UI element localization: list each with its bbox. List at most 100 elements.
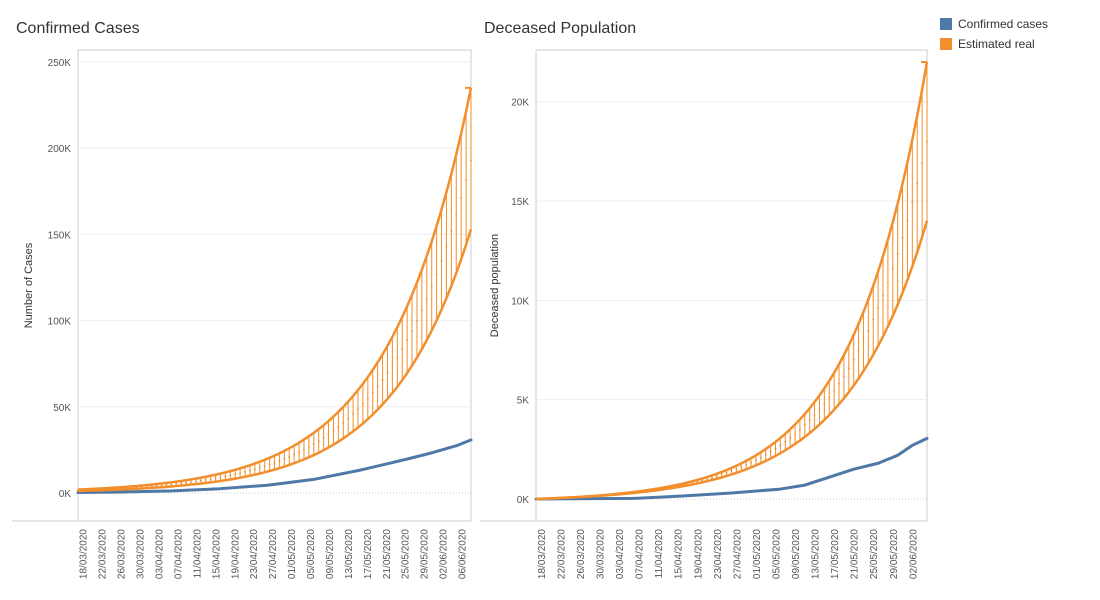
range-mid-point: [160, 484, 163, 487]
range-mid-point: [847, 367, 850, 370]
range-mid-point: [303, 448, 305, 451]
range-mid-point: [906, 219, 909, 222]
series-confirmed-cases: [76, 438, 473, 494]
legend-swatch-confirmed: [940, 18, 952, 30]
range-mid-point: [317, 440, 320, 442]
range-mid-point: [789, 437, 792, 439]
range-mid-point: [234, 473, 237, 476]
x-tick-label: 03/04/2020: [154, 529, 165, 579]
range-mid-point: [911, 201, 914, 204]
y-tick-label: 0K: [517, 495, 530, 506]
range-mid-point: [764, 453, 767, 456]
range-mid-point: [882, 294, 884, 297]
y-tick-label: 150K: [48, 230, 72, 241]
range-mid-point: [838, 382, 840, 385]
range-mid-point: [745, 463, 748, 466]
legend-item-confirmed[interactable]: Confirmed cases: [940, 14, 1048, 34]
range-mid-point: [769, 450, 772, 453]
range-mid-point: [735, 468, 738, 470]
range-mid-point: [337, 426, 340, 428]
range-mid-point: [430, 286, 433, 288]
range-mid-point: [224, 475, 227, 478]
series-estimated-real: [535, 61, 929, 501]
range-mid-point: [268, 463, 271, 466]
y-tick-label: 250K: [48, 58, 72, 69]
y-tick-label: 10K: [511, 296, 529, 307]
chart-title-deceased: Deceased Population: [484, 20, 637, 37]
range-lower-line: [77, 228, 473, 493]
range-lower-line: [535, 220, 929, 501]
range-mid-point: [420, 309, 423, 312]
range-mid-point: [715, 475, 718, 477]
range-mid-point: [706, 478, 708, 480]
range-mid-point: [720, 473, 723, 476]
range-mid-point: [298, 451, 300, 454]
range-mid-point: [195, 480, 197, 483]
range-mid-point: [740, 466, 743, 468]
range-mid-point: [784, 440, 787, 443]
x-tick-label: 29/05/2020: [420, 529, 431, 579]
range-mid-point: [244, 470, 246, 473]
y-tick-label: 5K: [517, 396, 530, 407]
range-mid-point: [362, 403, 364, 405]
x-tick-label: 18/03/2020: [537, 529, 548, 579]
range-mid-point: [440, 259, 443, 262]
range-mid-point: [229, 474, 232, 477]
range-mid-point: [170, 483, 173, 486]
range-mid-point: [833, 389, 836, 392]
range-mid-point: [725, 471, 728, 474]
range-mid-point: [828, 396, 831, 399]
range-mid-point: [818, 408, 821, 411]
chart-panel-1: 0K 5K 10K 15K 20K Deceased population 18/03/20…: [480, 49, 929, 579]
legend-label-estimated: Estimated real: [958, 37, 1035, 51]
x-tick-label: 11/04/2020: [192, 529, 203, 579]
range-mid-point: [332, 429, 335, 432]
range-mid-point: [249, 469, 251, 472]
x-tick-label: 11/04/2020: [654, 529, 665, 579]
y-tick-label: 20K: [511, 98, 529, 109]
x-tick-label: 09/05/2020: [791, 529, 802, 579]
range-mid-point: [185, 481, 187, 484]
range-mid-point: [209, 478, 212, 480]
x-tick-label: 27/04/2020: [732, 529, 743, 579]
y-axis-label: Number of Cases: [23, 242, 35, 328]
y-tick-label: 50K: [53, 403, 71, 414]
range-mid-point: [165, 483, 168, 486]
range-mid-point: [406, 339, 409, 342]
range-upper-line: [535, 61, 929, 501]
range-mid-point: [204, 479, 207, 481]
x-tick-label: 29/05/2020: [889, 529, 900, 579]
range-mid-point: [896, 252, 899, 255]
range-mid-point: [288, 455, 291, 458]
range-mid-point: [470, 159, 472, 162]
range-mid-point: [455, 214, 458, 216]
range-mid-point: [435, 273, 438, 276]
series-estimated-real: [77, 86, 473, 493]
range-mid-point: [190, 481, 192, 483]
range-mid-point: [342, 422, 345, 424]
x-tick-label: 01/05/2020: [287, 529, 298, 579]
range-mid-point: [857, 349, 860, 352]
chart-title-confirmed: Confirmed Cases: [16, 20, 140, 37]
legend-item-estimated[interactable]: Estimated real: [940, 34, 1048, 54]
x-tick-label: 05/05/2020: [306, 529, 317, 579]
range-mid-point: [916, 182, 919, 185]
x-tick-label: 17/05/2020: [363, 529, 374, 579]
x-tick-label: 21/05/2020: [850, 529, 861, 579]
x-tick-label: 01/05/2020: [752, 529, 763, 579]
range-mid-point: [214, 477, 217, 480]
plot-frame: [77, 49, 472, 522]
range-mid-point: [258, 466, 261, 469]
range-mid-point: [891, 267, 894, 270]
range-mid-point: [273, 461, 276, 464]
x-tick-label: 15/04/2020: [211, 529, 222, 579]
x-tick-label: 13/05/2020: [344, 529, 355, 579]
range-mid-point: [843, 375, 845, 378]
range-mid-point: [808, 419, 811, 422]
range-mid-point: [293, 453, 296, 456]
x-tick-label: 22/03/2020: [98, 529, 109, 579]
range-mid-point: [312, 443, 315, 445]
x-tick-label: 07/04/2020: [635, 529, 646, 579]
range-mid-point: [381, 378, 384, 381]
x-tick-label: 19/04/2020: [230, 529, 241, 579]
